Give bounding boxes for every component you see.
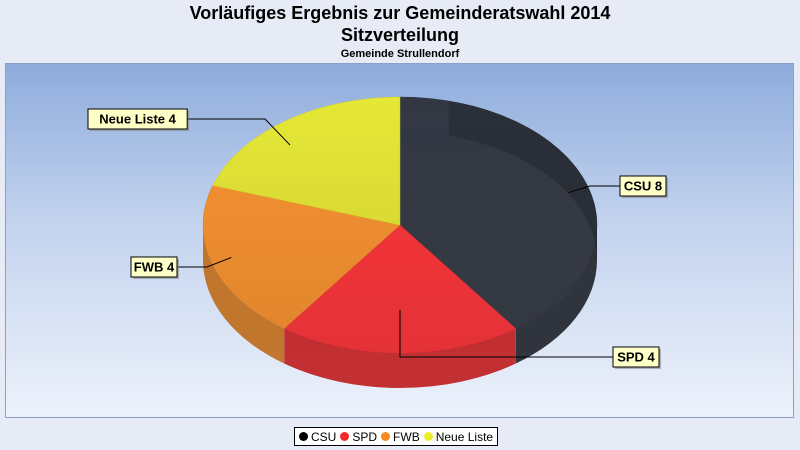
- leader-line-fwb: [177, 256, 232, 268]
- leader-line-csu: [568, 185, 620, 194]
- legend-label: FWB: [393, 429, 420, 444]
- legend-item-spd[interactable]: SPD: [340, 430, 377, 444]
- data-label-csu: CSU 8: [624, 179, 662, 194]
- legend-dot: [381, 432, 391, 441]
- data-label-box-csu: [619, 175, 667, 197]
- pie-chart: CSU 8 SPD 4 FWB 4 Neue Liste 4: [87, 96, 668, 388]
- leader-line-neue-liste: [187, 118, 291, 146]
- legend-item-fwb[interactable]: FWB: [381, 430, 420, 444]
- chart-subsubtitle: Gemeinde Strullendorf: [340, 48, 460, 60]
- data-label-spd: SPD 4: [617, 350, 655, 365]
- chart-subtitle: Sitzverteilung: [340, 25, 460, 45]
- leader-line-spd: [399, 309, 613, 358]
- legend-label: Neue Liste: [435, 429, 494, 444]
- data-label-box-fwb: [130, 256, 178, 278]
- data-label-fwb: FWB 4: [134, 260, 175, 275]
- chart-title: Vorläufiges Ergebnis zur Gemeinderatswah…: [189, 3, 611, 23]
- legend-item-csu[interactable]: CSU: [299, 430, 336, 444]
- data-label-box-spd: [612, 346, 660, 368]
- legend: CSU SPD FWB Neue Liste: [294, 427, 499, 446]
- pie-side-csu: [515, 225, 597, 364]
- data-label-box-neue-liste: [87, 108, 188, 130]
- pie-side-fwb: [203, 225, 285, 364]
- legend-dot: [340, 432, 350, 441]
- pie-slice-csu[interactable]: [399, 96, 598, 329]
- legend-dot: [423, 432, 433, 441]
- legend-item-neue-liste[interactable]: Neue Liste: [423, 429, 494, 444]
- legend-label: SPD: [352, 429, 378, 444]
- legend-dot: [299, 432, 308, 441]
- pie-slice-neue-liste[interactable]: [212, 96, 401, 226]
- pie-side-spd: [284, 328, 516, 388]
- data-label-neue-liste: Neue Liste 4: [99, 112, 176, 127]
- legend-label: CSU: [311, 429, 337, 444]
